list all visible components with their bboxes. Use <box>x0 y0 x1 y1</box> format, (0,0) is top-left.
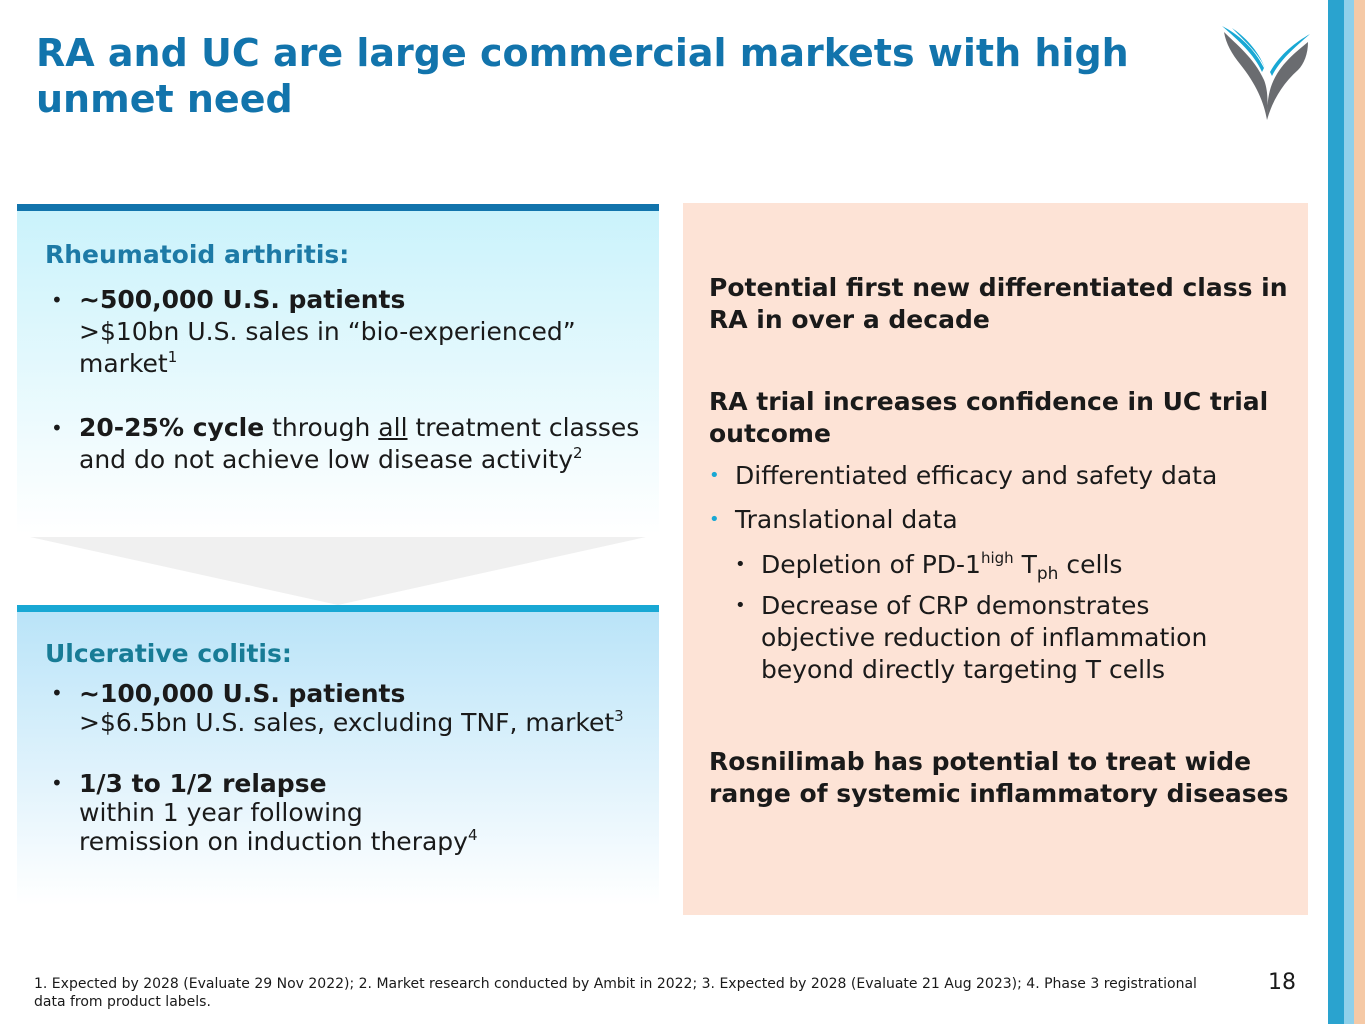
depletion-t: T <box>1013 550 1037 579</box>
uc-patients-count: ~100,000 U.S. patients <box>79 679 406 708</box>
down-chevron-arrow <box>30 537 646 605</box>
bullet-dot: • <box>51 416 63 440</box>
company-logo <box>1222 26 1310 120</box>
decorative-stripe-peach <box>1354 0 1365 1024</box>
summary-subbullet-depletion: • Depletion of PD-1high Tph cells <box>735 549 1291 584</box>
ra-panel: Rheumatoid arthritis: • ~500,000 U.S. pa… <box>17 204 659 534</box>
uc-panel-top-bar <box>17 605 659 612</box>
summary-subbullet-crp: • Decrease of CRP demonstrates objective… <box>735 590 1261 686</box>
summary-bullet-efficacy-text: Differentiated efficacy and safety data <box>735 461 1218 490</box>
uc-relapse-rate: 1/3 to 1/2 relapse <box>79 769 327 798</box>
depletion-text: Depletion of PD-1 <box>761 550 981 579</box>
ra-cycle-underlined: all <box>378 413 408 442</box>
uc-bullet-patients: • ~100,000 U.S. patients >$6.5bn U.S. sa… <box>51 679 651 737</box>
uc-panel: Ulcerative colitis: • ~100,000 U.S. pati… <box>17 605 659 905</box>
page-title: RA and UC are large commercial markets w… <box>36 31 1129 121</box>
crp-text: Decrease of CRP demonstrates objective r… <box>761 591 1208 684</box>
bullet-dot: • <box>709 465 720 486</box>
ra-sales-text: >$10bn U.S. sales in “bio-experienced” m… <box>79 317 576 378</box>
bullet-dot: • <box>51 288 63 312</box>
uc-relapse-line1: within 1 year following <box>79 798 363 827</box>
summary-bullet-efficacy: • Differentiated efficacy and safety dat… <box>709 460 1295 492</box>
uc-relapse-line2: remission on induction therapy <box>79 827 468 856</box>
ra-bullet-patients: • ~500,000 U.S. patients >$10bn U.S. sal… <box>51 284 651 380</box>
ra-cycle-text-pre: through <box>264 413 379 442</box>
ra-cycle-text-post: treatment classes and do not achieve low… <box>79 413 640 474</box>
footnote-ref-4: 4 <box>467 826 478 844</box>
ra-cycle-rate: 20-25% cycle <box>79 413 265 442</box>
ra-panel-top-bar <box>17 204 659 211</box>
decorative-stripe-light-blue <box>1344 0 1354 1024</box>
footnote-ref-2: 2 <box>573 444 583 462</box>
footnotes: 1. Expected by 2028 (Evaluate 29 Nov 202… <box>34 976 1197 1010</box>
summary-bullet-translational-text: Translational data <box>735 505 958 534</box>
summary-ra-trial: RA trial increases confidence in UC tria… <box>709 387 1269 448</box>
summary-first-class: Potential first new differentiated class… <box>709 273 1288 334</box>
uc-heading: Ulcerative colitis: <box>45 639 292 668</box>
ra-patients-count: ~500,000 U.S. patients <box>79 285 406 314</box>
uc-bullet-relapse: • 1/3 to 1/2 relapse within 1 year follo… <box>51 769 651 856</box>
footnote-ref-1: 1 <box>167 348 178 366</box>
page-number: 18 <box>1268 970 1296 995</box>
uc-bullet-list: • ~100,000 U.S. patients >$6.5bn U.S. sa… <box>51 679 651 888</box>
footnote-ref-3: 3 <box>614 707 624 725</box>
depletion-sub: ph <box>1036 564 1059 584</box>
bullet-dot: • <box>51 681 63 705</box>
bullet-dot: • <box>735 595 746 616</box>
summary-bullet-translational: • Translational data <box>709 504 1295 536</box>
depletion-sup: high <box>980 549 1014 567</box>
summary-panel: Potential first new differentiated class… <box>683 203 1308 915</box>
ra-heading: Rheumatoid arthritis: <box>45 240 350 269</box>
ra-bullet-cycle: • 20-25% cycle through all treatment cla… <box>51 412 651 476</box>
ra-bullet-list: • ~500,000 U.S. patients >$10bn U.S. sal… <box>51 284 651 508</box>
uc-sales-text: >$6.5bn U.S. sales, excluding TNF, marke… <box>79 708 615 737</box>
bullet-dot: • <box>51 771 63 795</box>
summary-rosnilimab: Rosnilimab has potential to treat wide r… <box>709 747 1289 808</box>
depletion-post: cells <box>1058 550 1123 579</box>
bullet-dot: • <box>709 509 720 530</box>
bullet-dot: • <box>735 554 746 575</box>
decorative-stripe-blue <box>1328 0 1344 1024</box>
